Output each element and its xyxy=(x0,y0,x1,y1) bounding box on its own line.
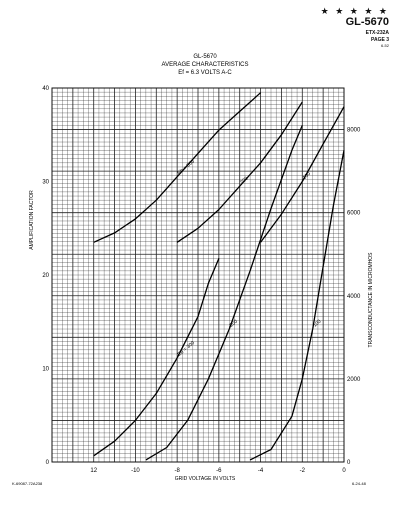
rating-stars: ★ ★ ★ ★ ★ xyxy=(320,6,389,16)
series-line-right-5 xyxy=(249,150,345,461)
chart-title-line-3: Ef = 6.3 VOLTS A-C xyxy=(178,70,232,76)
series-line-left-0 xyxy=(93,92,262,243)
y-right-tick-label: 2000 xyxy=(347,377,361,383)
chart-title-line-1: GL-5670 xyxy=(193,54,217,60)
y-axis-right-label: TRANSCONDUCTANCE IN MICROMHOS xyxy=(368,252,374,348)
series-label-right-3: Eb = 300 xyxy=(177,340,196,358)
tube-model: GL-5670 xyxy=(345,16,389,28)
y-right-tick-label: 0 xyxy=(347,460,351,466)
y-right-tick-label: 6000 xyxy=(347,211,361,217)
series-label-right-4: 200 xyxy=(229,318,239,328)
series-line-left-2 xyxy=(260,106,345,243)
y-right-tick-label: 8000 xyxy=(347,128,361,134)
y-left-tick-label: 40 xyxy=(42,86,49,92)
x-tick-label: 12 xyxy=(90,468,97,474)
series-label-left-0: Eb = 300 xyxy=(177,159,196,177)
y-left-tick-label: 10 xyxy=(42,367,49,373)
plot-frame xyxy=(51,87,345,463)
chart-curves: Eb = 300 200 100 Eb = 300 200 100 xyxy=(93,92,345,461)
x-tick-label: -8 xyxy=(174,468,180,474)
x-tick-label: -2 xyxy=(300,468,306,474)
chart-grid xyxy=(51,87,345,463)
y-left-tick-label: 0 xyxy=(46,460,50,466)
x-tick-label: 0 xyxy=(342,468,346,474)
series-label-left-1: 200 xyxy=(239,176,249,186)
y-axis-left-label: AMPLIFICATION FACTOR xyxy=(29,190,35,250)
x-tick-label: -10 xyxy=(131,468,140,474)
series-label-left-2: 100 xyxy=(302,171,312,181)
chart-title-line-2: AVERAGE CHARACTERISTICS xyxy=(162,62,249,68)
series-line-right-4 xyxy=(145,125,303,461)
x-tick-label: -6 xyxy=(216,468,222,474)
series-line-left-1 xyxy=(176,101,303,243)
x-tick-label: -4 xyxy=(258,468,264,474)
y-left-tick-label: 20 xyxy=(42,273,49,279)
drawing-date: 6-24-48 xyxy=(352,481,367,486)
page-number: PAGE 3 xyxy=(371,37,389,43)
y-left-tick-label: 30 xyxy=(42,180,49,186)
series-label-right-5: 100 xyxy=(312,318,322,328)
series-line-right-3 xyxy=(93,258,220,457)
y-right-tick-label: 4000 xyxy=(347,294,361,300)
spec-number: ETX-232A xyxy=(365,30,389,36)
drawing-number: K-69087-72A238 xyxy=(12,481,43,486)
x-axis-label: GRID VOLTAGE IN VOLTS xyxy=(175,476,236,482)
revision-code: 6-52 xyxy=(380,43,389,48)
